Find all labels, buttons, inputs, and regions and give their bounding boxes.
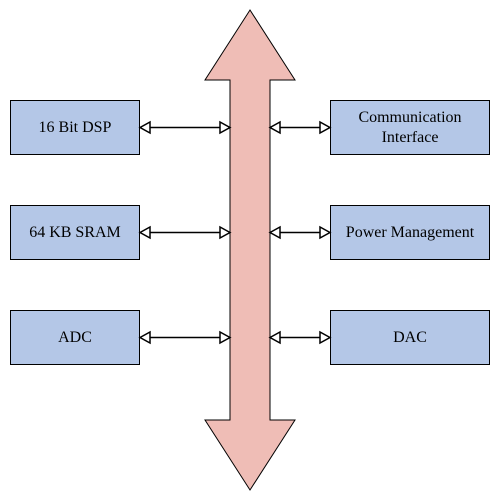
connector-sram xyxy=(140,227,230,238)
connector-dac xyxy=(270,332,330,343)
connector-power xyxy=(270,227,330,238)
connector-dsp xyxy=(140,122,230,133)
diagram-container: { "diagram": { "type": "block-bus-diagra… xyxy=(0,0,500,500)
connectors xyxy=(0,0,500,500)
connector-adc xyxy=(140,332,230,343)
connector-comm xyxy=(270,122,330,133)
